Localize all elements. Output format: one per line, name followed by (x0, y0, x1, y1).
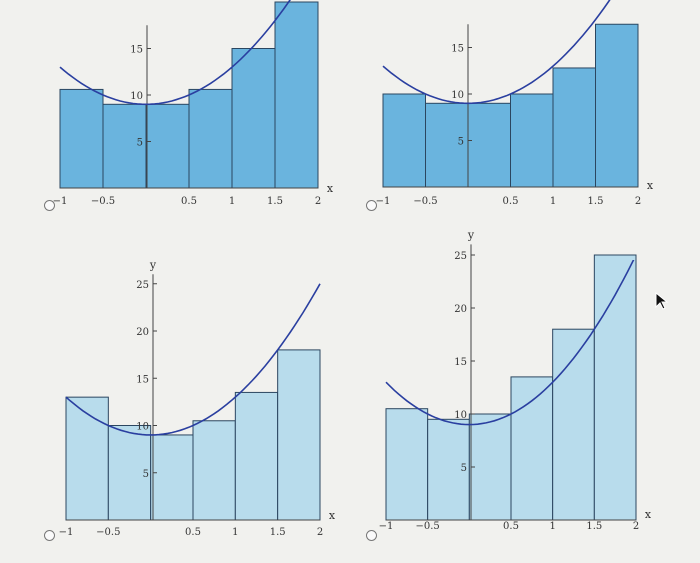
choice-1-radio[interactable] (44, 200, 55, 211)
x-tick-label: 1 (550, 196, 556, 207)
y-tick-label: 15 (454, 357, 467, 368)
x-tick-label: 2 (633, 521, 639, 532)
x-tick-label: 0.5 (181, 196, 197, 207)
bar-4 (188, 88, 233, 189)
x-tick-label: −0.5 (413, 196, 437, 207)
y-tick-label: 5 (137, 138, 143, 149)
chart-panel-1: 5 10 15 −1 −0.5 0.5 1 1.5 2x (53, 0, 334, 207)
y-tick-label: 25 (454, 251, 467, 262)
bar-2 (102, 103, 147, 189)
chart-panel-3: 5 10 15 20 25 −1 −0.5 0.5 1 1.5 2x y (59, 258, 336, 538)
y-tick-label: 5 (143, 469, 149, 480)
y-tick-label: 10 (451, 90, 464, 101)
bar-1 (382, 93, 426, 188)
function-curve (59, 0, 291, 106)
function-curve (382, 0, 611, 105)
y-tick-label: 10 (130, 91, 143, 102)
function-curve (385, 260, 635, 426)
x-tick-label: 2 (635, 196, 641, 207)
chart-panel-4: 5 10 15 20 25 −1 −0.5 0.5 1 1.5 2x y (379, 228, 652, 532)
bar-1 (65, 396, 109, 521)
bar-3 (145, 103, 190, 189)
bar-3 (468, 413, 512, 521)
y-tick-label: 15 (451, 44, 464, 55)
choice-2-radio[interactable] (366, 200, 377, 211)
x-tick-label: −1 (376, 196, 391, 207)
x-tick-label: 1.5 (270, 527, 286, 538)
x-tick-label: −0.5 (91, 196, 115, 207)
x-tick-label: −1 (379, 521, 394, 532)
chart-panel-2: 5 10 15 −1 −0.5 0.5 1 1.5 2x (376, 0, 654, 207)
y-tick-label: 10 (454, 410, 467, 421)
x-tick-label: 1.5 (267, 196, 283, 207)
y-tick-label: 15 (130, 45, 143, 56)
bar-5 (234, 391, 279, 521)
bar-6 (277, 349, 321, 521)
y-tick-label: 20 (136, 327, 149, 338)
x-tick-label: 2 (317, 527, 323, 538)
y-axis-label: y (467, 228, 475, 241)
y-tick-label: 15 (136, 374, 149, 385)
x-axis-label: x (647, 179, 654, 192)
y-tick-label: 10 (136, 422, 149, 433)
x-tick-label: 0.5 (503, 196, 519, 207)
bar-6 (274, 1, 319, 189)
x-tick-label: −0.5 (96, 527, 120, 538)
x-tick-label: 1 (229, 196, 235, 207)
x-tick-label: 2 (315, 196, 321, 207)
x-axis-label: x (645, 508, 652, 521)
bar-6 (593, 254, 637, 521)
bar-4 (510, 376, 554, 521)
y-tick-label: 20 (454, 304, 467, 315)
choice-3-radio[interactable] (44, 530, 55, 541)
bar-3 (467, 102, 511, 188)
x-tick-label: −0.5 (416, 521, 440, 532)
mouse-cursor-icon (655, 292, 669, 310)
bar-1 (59, 88, 104, 189)
choice-4-radio[interactable] (366, 530, 377, 541)
bar-6 (595, 23, 639, 188)
bar-5 (552, 328, 595, 521)
function-curve (65, 283, 321, 436)
y-tick-label: 5 (461, 463, 467, 474)
y-axis-label: y (149, 258, 157, 271)
x-tick-label: −1 (59, 527, 74, 538)
bar-4 (192, 420, 236, 521)
x-tick-label: 1.5 (588, 196, 604, 207)
x-tick-label: 1.5 (586, 521, 602, 532)
x-tick-label: −1 (53, 196, 68, 207)
x-tick-label: 1 (232, 527, 238, 538)
y-tick-label: 5 (458, 137, 464, 148)
x-tick-label: 0.5 (185, 527, 201, 538)
bar-5 (552, 67, 596, 188)
bar-2 (427, 418, 470, 521)
bar-5 (231, 48, 276, 189)
x-tick-label: 1 (549, 521, 555, 532)
x-axis-label: x (329, 509, 336, 522)
x-tick-label: 0.5 (503, 521, 519, 532)
bar-4 (510, 93, 554, 188)
bar-2 (425, 102, 469, 188)
bar-1 (385, 408, 429, 521)
x-axis-label: x (327, 182, 334, 195)
bar-3 (150, 434, 194, 521)
y-tick-label: 25 (136, 280, 149, 291)
